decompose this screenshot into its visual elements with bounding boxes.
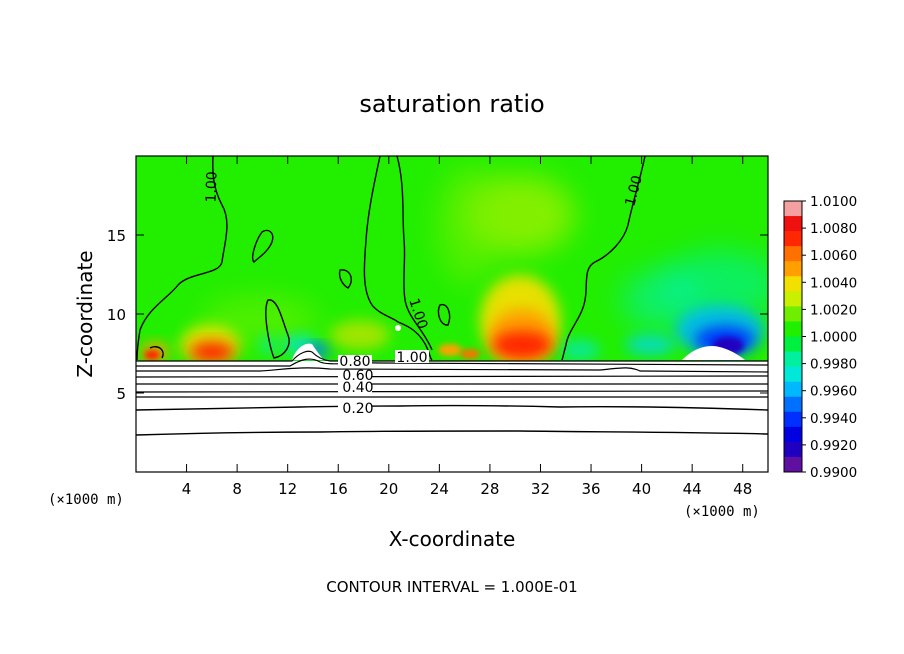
y-tick-label: 15 [107, 227, 126, 245]
chart-title: saturation ratio [359, 90, 544, 118]
contour-interval-note: CONTOUR INTERVAL = 1.000E-01 [326, 578, 577, 596]
colorbar-label: 0.9940 [810, 411, 857, 427]
colorbar-swatch [784, 246, 802, 262]
contour-label: 1.00 [203, 171, 220, 203]
colorbar-swatch [784, 456, 802, 473]
y-tick-label: 5 [116, 385, 126, 403]
colorbar-swatch [784, 336, 802, 353]
colorbar-swatch [784, 411, 802, 428]
colorbar-swatch [784, 321, 802, 337]
x-tick-label: 4 [182, 480, 192, 498]
x-tick-label: 20 [379, 480, 398, 498]
colorbar-label: 1.0020 [810, 302, 857, 318]
x-tick-label: 24 [430, 480, 449, 498]
x-tick-label: 8 [232, 480, 242, 498]
contour-label: 1.00 [622, 174, 646, 208]
x-tick-label: 40 [632, 480, 651, 498]
x-tick-label: 36 [581, 480, 600, 498]
colorbar-label: 1.0080 [810, 221, 857, 237]
x-tick-label: 48 [733, 480, 752, 498]
y-axis-label: Z-coordinate [73, 250, 97, 377]
contour-label: 0.80 [339, 354, 370, 370]
lower-region [136, 361, 768, 472]
y-tick-label: 10 [107, 306, 126, 324]
colorbar-swatch [784, 291, 802, 307]
x-unit-left: (×1000 m) [48, 492, 124, 508]
colorbar-label: 1.0000 [810, 330, 857, 346]
colorbar-label: 0.9980 [810, 357, 857, 373]
colorbar-swatch [784, 351, 802, 368]
colorbar-swatch [784, 381, 802, 398]
colorbar-label: 1.0040 [810, 275, 857, 291]
contour-label: 0.60 [342, 368, 373, 384]
colorbar-swatch [784, 426, 802, 443]
colorbar-swatch [784, 306, 802, 322]
y-axis: 5 10 15 [107, 227, 768, 403]
colorbar: 1.0100 1.0080 1.0060 1.0040 1.0020 1.0000 0.99… [783, 194, 857, 481]
colorbar-label: 1.0060 [810, 248, 857, 264]
contour-label: 1.00 [396, 350, 427, 366]
colorbar-label: 0.9900 [810, 465, 857, 481]
colorbar-swatch [784, 216, 802, 232]
colorbar-swatch [784, 276, 802, 292]
colorbar-label: 1.0100 [810, 194, 857, 210]
plot-area: 1.00 1.00 1.00 1.00 0.80 0.60 0.40 0.20 [136, 156, 768, 472]
white-blob-small [395, 325, 401, 331]
x-tick-label: 12 [278, 480, 297, 498]
contour-lines-lower [136, 350, 768, 398]
colorbar-swatch [784, 366, 802, 383]
colorbar-swatch [784, 441, 802, 458]
colorbar-swatch [784, 231, 802, 247]
x-unit-right: (×1000 m) [684, 504, 760, 520]
x-tick-label: 28 [480, 480, 499, 498]
x-tick-label: 16 [329, 480, 348, 498]
contour-label: 0.40 [342, 380, 373, 396]
colorbar-label: 0.9960 [810, 384, 857, 400]
x-axis: 4 8 12 16 20 24 28 32 36 40 44 48 [182, 156, 752, 498]
x-axis-label: X-coordinate [389, 527, 516, 551]
contour-label: 0.20 [342, 401, 373, 417]
colorbar-swatch [784, 396, 802, 413]
white-blob-right [682, 346, 745, 360]
colorbar-label: 0.9920 [810, 438, 857, 454]
colorbar-swatch [784, 201, 802, 217]
x-tick-label: 32 [531, 480, 550, 498]
contour-lines-bottom [136, 404, 768, 436]
colorbar-swatch [784, 261, 802, 277]
x-tick-label: 44 [683, 480, 702, 498]
field-anomalies [141, 165, 768, 365]
